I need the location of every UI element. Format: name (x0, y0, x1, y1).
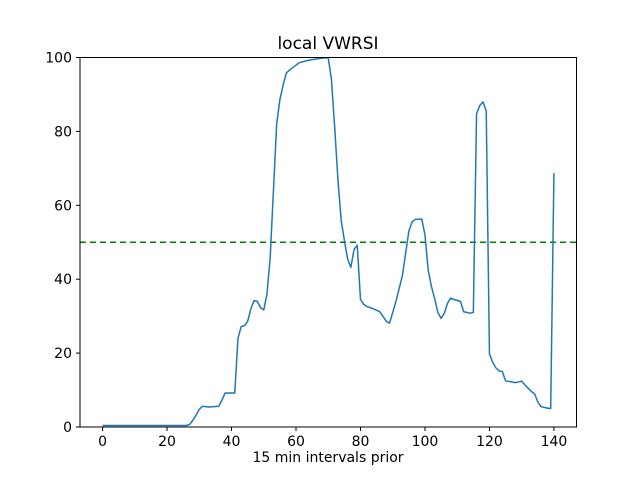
x-tick-label: 140 (541, 434, 568, 450)
plot-area: 0 20 40 60 80 100 120 140 0 20 40 60 80 100 (45, 51, 577, 450)
x-tick-label: 80 (352, 434, 370, 450)
plot-border (79, 57, 577, 428)
y-tick-label: 40 (54, 272, 72, 288)
y-tick-label: 80 (54, 124, 72, 140)
y-tick-label: 100 (45, 51, 72, 67)
x-tick-label: 0 (98, 434, 107, 450)
x-tick-label: 20 (158, 434, 176, 450)
data-series-line (102, 57, 555, 427)
y-tick-label: 60 (54, 198, 72, 214)
y-tick-label: 0 (63, 420, 72, 436)
y-tick-label: 20 (54, 346, 72, 362)
x-tick-label: 120 (476, 434, 503, 450)
x-tick-label: 60 (287, 434, 305, 450)
x-axis-label: 15 min intervals prior (252, 450, 403, 466)
chart-title: local VWRSI (277, 34, 378, 54)
x-tick-label: 40 (223, 434, 241, 450)
x-tick-label: 100 (412, 434, 439, 450)
